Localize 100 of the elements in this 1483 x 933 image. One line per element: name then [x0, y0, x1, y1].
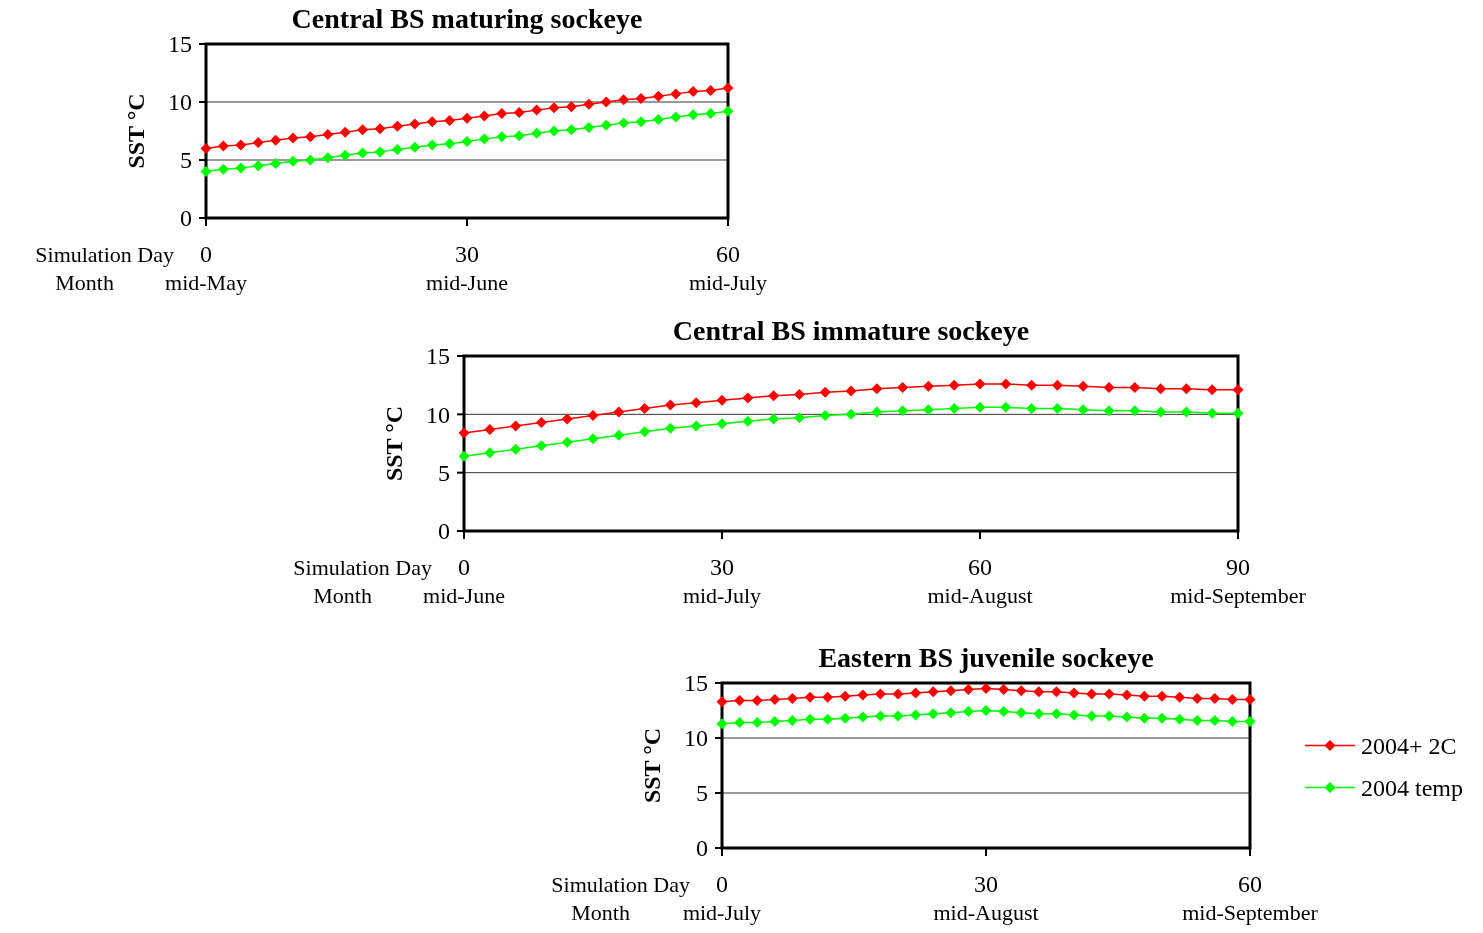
point [1000, 401, 1012, 413]
point [1209, 714, 1221, 726]
point [716, 696, 728, 708]
point [1206, 407, 1218, 419]
point [458, 427, 470, 439]
point [948, 403, 960, 414]
point [1156, 712, 1168, 724]
point [670, 88, 682, 100]
point [357, 147, 369, 159]
point [535, 417, 547, 428]
text: mid-September [1170, 583, 1307, 608]
point [484, 424, 496, 435]
point [618, 117, 630, 129]
point [716, 394, 728, 406]
point [1000, 378, 1012, 390]
point [974, 401, 986, 413]
point [510, 443, 522, 455]
chart-title: Eastern BS juvenile sockeye [818, 642, 1154, 673]
point [565, 124, 577, 136]
point [587, 410, 599, 421]
y-tick-label: 0 [180, 205, 192, 232]
point [1026, 403, 1038, 414]
point [687, 109, 699, 121]
y-tick-label: 5 [438, 460, 450, 487]
point [769, 694, 781, 705]
point [322, 152, 334, 164]
point [635, 116, 647, 128]
y-tick-label: 15 [426, 343, 450, 370]
point [1155, 406, 1167, 418]
point [1180, 383, 1192, 395]
point [734, 717, 746, 729]
point [304, 131, 316, 143]
point [716, 418, 728, 430]
point [945, 707, 957, 719]
point [635, 93, 647, 105]
point [583, 122, 595, 134]
point [897, 382, 909, 393]
point [1015, 685, 1027, 697]
point [892, 688, 904, 700]
point [1155, 383, 1167, 395]
point [910, 687, 922, 699]
point [618, 94, 630, 106]
point [897, 405, 909, 417]
point [874, 710, 886, 722]
point [613, 406, 625, 418]
chart-title: Central BS maturing sockeye [291, 3, 643, 34]
point [1086, 710, 1098, 722]
point [1015, 707, 1027, 719]
point [786, 714, 798, 726]
point [1121, 689, 1133, 701]
point [496, 108, 508, 120]
point [1050, 708, 1062, 720]
point [496, 131, 508, 143]
point [561, 413, 573, 425]
point [845, 408, 857, 420]
point [1232, 407, 1244, 419]
point [565, 101, 577, 113]
point [374, 146, 386, 158]
point [1026, 379, 1038, 391]
point [664, 399, 676, 411]
point [235, 139, 247, 151]
point [822, 691, 834, 703]
point [1209, 692, 1221, 704]
text: mid-August [933, 900, 1039, 925]
point [922, 404, 934, 416]
x-tick-label: 60 [716, 241, 740, 267]
text: Month [571, 900, 630, 925]
point [804, 713, 816, 725]
y-tick-label: 10 [426, 401, 450, 428]
point [478, 110, 490, 122]
y-tick-label: 0 [438, 518, 450, 545]
point [1244, 716, 1256, 727]
point [705, 108, 717, 120]
point [998, 706, 1010, 718]
point [1226, 694, 1238, 705]
point [664, 422, 676, 434]
point [458, 450, 470, 462]
point [822, 713, 834, 725]
point [839, 690, 851, 702]
point [1180, 406, 1192, 418]
x-tick-label: 0 [716, 871, 728, 897]
y-tick-label: 10 [684, 725, 708, 752]
point [1156, 690, 1168, 702]
text: Month [55, 270, 114, 295]
point [478, 133, 490, 145]
point [722, 105, 734, 117]
x-axis-title: Simulation Day [293, 555, 432, 580]
point [1138, 690, 1150, 702]
point [652, 90, 664, 102]
y-tick-label: 5 [696, 780, 708, 807]
point [531, 127, 543, 139]
point [927, 686, 939, 698]
point [804, 691, 816, 703]
point [1103, 688, 1115, 700]
point [769, 716, 781, 727]
point [1077, 380, 1089, 392]
point [374, 123, 386, 135]
x-tick-label: 60 [968, 554, 992, 580]
text: mid-May [165, 270, 247, 295]
point [1191, 692, 1203, 704]
